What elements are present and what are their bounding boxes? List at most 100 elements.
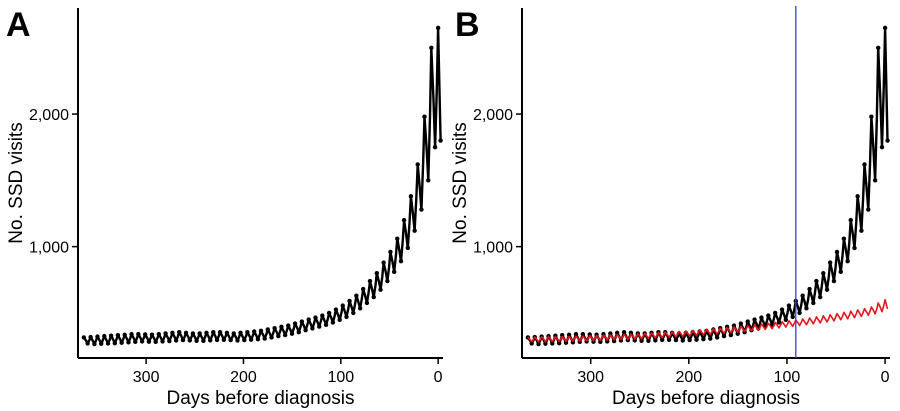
data-point [99, 341, 104, 346]
data-point [102, 333, 107, 339]
data-point [529, 341, 534, 346]
data-point [872, 178, 878, 183]
data-point [85, 341, 90, 346]
data-point [422, 114, 427, 119]
data-point [272, 325, 277, 331]
x-tick-label: 0 [881, 369, 890, 386]
data-point [214, 337, 220, 343]
data-point [653, 338, 658, 343]
data-point [258, 328, 264, 334]
data-point [817, 294, 823, 300]
data-point [139, 339, 145, 344]
data-point [160, 339, 165, 344]
data-point [167, 338, 172, 344]
data-point [326, 310, 332, 316]
data-point [855, 194, 860, 199]
data-point [303, 327, 308, 333]
data-point [821, 270, 826, 276]
data-point [313, 315, 318, 320]
data-point [190, 331, 196, 336]
data-point [714, 335, 720, 340]
data-point [306, 317, 311, 322]
data-point [279, 324, 284, 330]
data-point [276, 333, 281, 339]
data-point [752, 317, 757, 322]
data-point [824, 287, 830, 292]
data-point [187, 338, 192, 343]
data-point [728, 332, 734, 338]
data-point [163, 331, 168, 336]
panel-label: A [6, 6, 31, 44]
data-point [398, 259, 404, 264]
data-point [320, 313, 325, 318]
data-point [146, 339, 152, 344]
data-point [95, 334, 100, 339]
data-point [621, 329, 627, 335]
x-tick-label: 100 [774, 369, 801, 386]
y-tick-label: 2,000 [29, 107, 69, 124]
data-point [759, 315, 764, 320]
data-point [262, 336, 267, 341]
data-point [827, 260, 833, 265]
y-tick-label: 2,000 [473, 107, 513, 124]
data-point [310, 326, 315, 331]
data-point [238, 330, 243, 336]
data-point [866, 207, 871, 212]
data-point [317, 324, 322, 329]
data-point [862, 162, 867, 167]
data-point [381, 260, 386, 265]
data-point [429, 45, 434, 50]
data-point [351, 310, 356, 316]
data-point [614, 330, 620, 336]
data-point [378, 287, 383, 292]
data-point [834, 249, 840, 255]
data-point [119, 340, 124, 345]
data-point [708, 336, 713, 341]
x-tick-label: 300 [577, 369, 604, 386]
data-point [108, 333, 114, 338]
data-point [735, 331, 740, 336]
y-axis-title: No. SSD visits [450, 122, 471, 243]
x-tick-label: 0 [434, 369, 443, 386]
data-point [251, 329, 257, 334]
data-point [224, 330, 230, 336]
data-point [412, 228, 417, 233]
data-point [153, 339, 158, 345]
data-point [126, 340, 131, 345]
data-point [573, 331, 579, 337]
data-point [786, 303, 792, 308]
panel-label: B [455, 6, 480, 44]
data-point [628, 330, 634, 336]
observed-series-line [82, 26, 442, 346]
data-point [838, 269, 843, 275]
data-point [105, 341, 111, 346]
data-point [112, 340, 118, 346]
data-point [580, 331, 586, 337]
data-point [560, 332, 565, 338]
data-point [632, 338, 637, 343]
data-point [566, 332, 572, 337]
data-point [81, 335, 87, 340]
data-point [292, 321, 298, 326]
data-point [235, 338, 240, 343]
data-point [776, 320, 782, 325]
data-point [646, 338, 651, 343]
data-point [177, 329, 182, 335]
panel-a: A 1,000 2,000 300 200 100 0 Days before diagnos… [6, 6, 443, 409]
data-point [255, 336, 261, 342]
x-tick-label: 200 [675, 369, 702, 386]
data-point [797, 310, 802, 316]
data-point [570, 340, 576, 345]
data-point [556, 340, 562, 346]
data-point [845, 259, 850, 264]
data-point [432, 145, 438, 150]
data-point [337, 317, 342, 323]
data-point [852, 245, 857, 251]
data-point [666, 337, 672, 343]
data-point [360, 286, 366, 292]
data-point [173, 338, 179, 343]
data-point [536, 341, 541, 347]
data-point [848, 217, 853, 223]
data-point [340, 303, 345, 308]
